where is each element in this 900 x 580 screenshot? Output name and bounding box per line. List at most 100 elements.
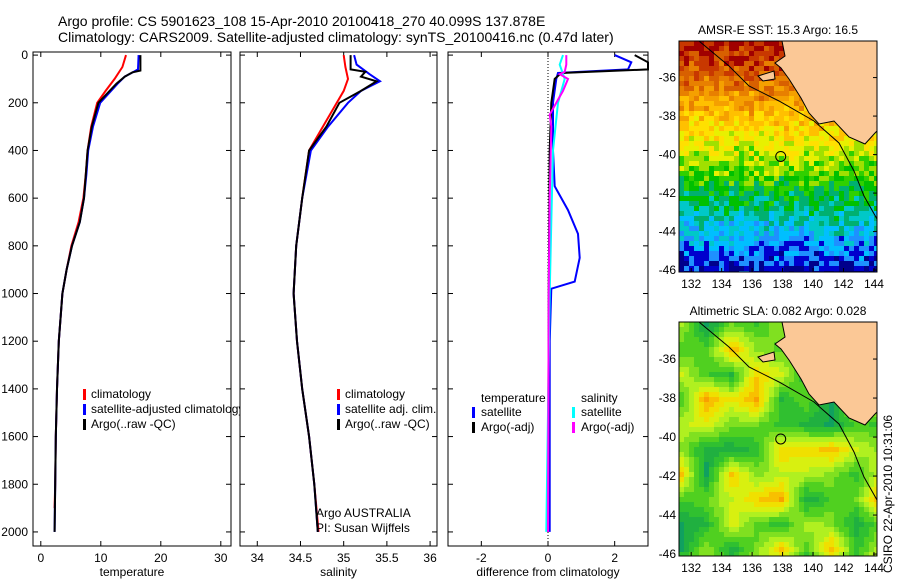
x-tick-label: 134	[712, 277, 732, 291]
legend-label: Argo(..raw -QC)	[91, 417, 176, 431]
x-tick-label: 2	[611, 551, 618, 565]
x-tick-label: 132	[681, 277, 701, 291]
y-tick-label: 400	[8, 143, 28, 157]
legend-label: climatology	[91, 387, 151, 401]
legend-swatch	[572, 407, 575, 418]
map-frame	[678, 321, 878, 557]
legend-label: satellite	[481, 405, 522, 419]
legend-label: climatology	[345, 387, 405, 401]
y-tick-label: -36	[659, 352, 677, 366]
y-tick-label: -42	[659, 186, 677, 200]
annotation-text: Argo AUSTRALIA	[316, 506, 411, 520]
legend-swatch	[472, 407, 475, 418]
x-tick-label: 10	[94, 551, 108, 565]
x-tick-label: 144	[864, 561, 884, 575]
x-tick-label: 138	[773, 561, 793, 575]
y-tick-label: 1400	[1, 382, 28, 396]
y-tick-label: 600	[8, 191, 28, 205]
y-tick-label: 0	[21, 48, 28, 62]
series-line-argo-raw-qc-	[53, 55, 142, 532]
legend-swatch	[83, 419, 86, 430]
legend-header-temperature: temperature	[481, 391, 546, 405]
y-tick-label: 1800	[1, 477, 28, 491]
panel-sla_map: Altimetric SLA: 0.082 Argo: 0.028 132 134 1…	[659, 304, 885, 575]
y-tick-label: -40	[659, 148, 677, 162]
map-frame	[678, 40, 878, 273]
x-tick-label: -2	[476, 551, 487, 565]
argo-position-marker	[775, 433, 787, 445]
y-tick-label: -42	[659, 469, 677, 483]
x-tick-label: 36	[423, 551, 437, 565]
x-tick-label: 34.5	[289, 551, 313, 565]
panel-sst_map: AMSR-E SST: 15.3 Argo: 16.5 132 134 136 138 1…	[659, 23, 885, 291]
y-tick-label: 200	[8, 96, 28, 110]
legend-label: satellite-adjusted climatology	[91, 402, 244, 416]
x-axis-label: difference from climatology	[476, 565, 619, 579]
legend-swatch	[83, 389, 86, 400]
panel-temperature: 0 10 20 30 0 200 400 600 800 1000 1200 1400 1600 1800…	[1, 48, 244, 579]
x-tick-label: 140	[803, 561, 823, 575]
x-tick-label: 20	[154, 551, 168, 565]
y-tick-label: -46	[659, 263, 677, 277]
y-tick-label: -46	[659, 547, 677, 561]
x-tick-label: 34	[251, 551, 265, 565]
x-tick-label: 134	[712, 561, 732, 575]
map-title: AMSR-E SST: 15.3 Argo: 16.5	[698, 23, 858, 37]
y-tick-label: -44	[659, 508, 677, 522]
legend-swatch	[337, 389, 340, 400]
legend-swatch	[83, 404, 86, 415]
y-tick-label: -40	[659, 430, 677, 444]
plot-frame	[239, 51, 438, 547]
y-tick-label: -44	[659, 225, 677, 239]
legend-swatch	[572, 422, 575, 433]
y-tick-label: 1200	[1, 334, 28, 348]
x-tick-label: 142	[833, 277, 853, 291]
x-tick-label: 136	[742, 561, 762, 575]
x-tick-label: 35.5	[375, 551, 399, 565]
series-line-salinity-argo-adj-	[547, 55, 570, 532]
panel-salinity: 34 34.5 35 35.5 36 salinity climatologysatelli…	[239, 51, 438, 579]
map-grid-cells	[679, 322, 877, 556]
plot-frame	[32, 51, 232, 547]
x-axis-label: temperature	[100, 565, 165, 579]
series-line-argo-raw-qc-	[292, 55, 379, 532]
shelf-contour-line	[698, 321, 878, 501]
legend-label: satellite	[581, 405, 622, 419]
legend-label: Argo(..raw -QC)	[345, 417, 430, 431]
legend-header-salinity: salinity	[581, 391, 618, 405]
x-tick-label: 30	[214, 551, 228, 565]
x-tick-label: 132	[681, 561, 701, 575]
y-tick-label: 1000	[1, 287, 28, 301]
x-tick-label: 142	[833, 561, 853, 575]
land-mass	[753, 321, 878, 426]
figure-title-line2: Climatology: CARS2009. Satellite-adjuste…	[58, 29, 614, 45]
x-tick-label: 136	[742, 277, 762, 291]
legend-label: satellite adj. clim.	[345, 402, 436, 416]
map-title: Altimetric SLA: 0.082 Argo: 0.028	[690, 304, 867, 318]
shelf-contour-line	[698, 40, 878, 220]
x-tick-label: 140	[803, 277, 823, 291]
legend-label: Argo(-adj)	[481, 420, 534, 434]
legend-swatch	[337, 404, 340, 415]
land-mass	[753, 40, 878, 145]
legend-swatch	[337, 419, 340, 430]
legend-swatch	[472, 422, 475, 433]
x-tick-label: 138	[773, 277, 793, 291]
x-tick-label: 144	[864, 277, 884, 291]
x-axis-label: salinity	[320, 565, 357, 579]
y-tick-label: 1600	[1, 430, 28, 444]
x-tick-label: 0	[37, 551, 44, 565]
legend-label: Argo(-adj)	[581, 420, 634, 434]
y-tick-label: -38	[659, 109, 677, 123]
argo-position-marker	[775, 150, 787, 162]
x-tick-label: 35	[337, 551, 351, 565]
figure-title-line1: Argo profile: CS 5901623_108 15-Apr-2010…	[58, 13, 546, 29]
y-tick-label: 800	[8, 239, 28, 253]
annotation-text: PI: Susan Wijffels	[316, 521, 410, 535]
y-tick-label: 2000	[1, 525, 28, 539]
y-tick-label: -36	[659, 71, 677, 85]
x-tick-label: 0	[545, 551, 552, 565]
